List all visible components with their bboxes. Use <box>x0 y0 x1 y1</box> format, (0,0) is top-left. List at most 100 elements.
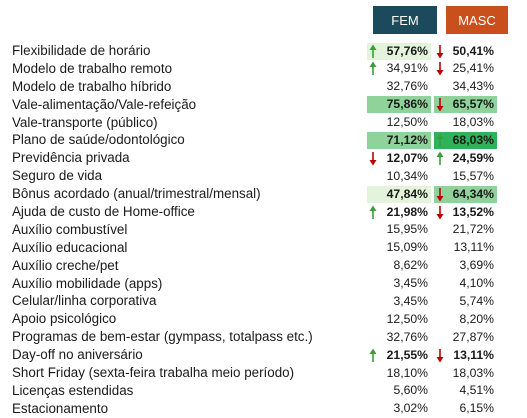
fem-value-cell: 57,76% <box>367 42 431 60</box>
fem-value-cell: 15,95% <box>367 221 431 238</box>
table-row: Programas de bem-estar (gympass, totalpa… <box>10 328 510 346</box>
masc-value: 13,11% <box>453 347 494 362</box>
table-row: Auxílio mobilidade (apps) 3,45% 4,10% <box>10 275 510 293</box>
arrow-up-icon <box>369 61 377 76</box>
arrow-up-icon <box>436 151 444 165</box>
fem-value-cell: 18,10% <box>367 365 431 382</box>
table-row: Plano de saúde/odontológico 71,12% 68,03% <box>10 131 510 149</box>
row-label: Auxílio combustível <box>12 221 128 237</box>
table-row: Vale-alimentação/Vale-refeição 75,86% 65,5… <box>10 96 510 114</box>
fem-value-cell: 12,50% <box>367 311 431 328</box>
arrow-down-icon <box>369 151 377 166</box>
masc-value-cell: 5,74% <box>434 293 497 310</box>
fem-value-cell: 21,55% <box>367 347 431 364</box>
masc-value-cell: 6,15% <box>434 400 497 417</box>
fem-value: 15,95% <box>386 222 428 237</box>
masc-value: 68,03% <box>452 132 494 147</box>
fem-value: 32,76% <box>386 79 428 94</box>
arrow-down-icon <box>436 187 444 202</box>
table-row: Short Friday (sexta-feira trabalha meio … <box>10 364 510 382</box>
fem-value: 32,76% <box>386 329 428 344</box>
table-row: Vale-transporte (público) 12,50% 18,03% <box>10 114 510 132</box>
fem-value: 21,98% <box>386 204 428 219</box>
row-label: Vale-transporte (público) <box>12 114 158 130</box>
masc-value-cell: 18,03% <box>434 114 497 131</box>
masc-value: 25,41% <box>452 61 494 76</box>
masc-value: 18,03% <box>452 115 494 130</box>
masc-value: 3,69% <box>459 258 494 273</box>
masc-value-cell: 65,57% <box>434 96 497 114</box>
fem-value-cell: 12,07% <box>367 150 431 167</box>
fem-value: 57,76% <box>386 43 428 58</box>
masc-value-cell: 21,72% <box>434 221 497 238</box>
masc-value: 13,52% <box>452 204 494 219</box>
fem-value: 12,07% <box>386 150 428 165</box>
fem-value-cell: 8,62% <box>367 257 431 274</box>
masc-value: 8,20% <box>459 311 494 326</box>
fem-value: 34,91% <box>386 61 428 76</box>
fem-value-cell: 21,98% <box>367 204 431 221</box>
masc-value-cell: 15,57% <box>434 168 497 185</box>
masc-column-header: MASC <box>446 6 508 34</box>
fem-value: 3,45% <box>393 276 428 291</box>
row-label: Seguro de vida <box>12 168 103 184</box>
masc-value-cell: 68,03% <box>434 131 497 149</box>
arrow-down-icon <box>436 348 444 363</box>
table-row: Modelo de trabalho híbrido 32,76% 34,43% <box>10 78 510 96</box>
fem-value: 71,12% <box>386 132 428 147</box>
masc-value: 64,34% <box>452 186 494 201</box>
table-row: Seguro de vida 10,34% 15,57% <box>10 167 510 185</box>
masc-value: 21,72% <box>452 222 494 237</box>
fem-value-cell: 5,60% <box>367 382 431 399</box>
row-label: Auxílio creche/pet <box>12 257 119 273</box>
fem-value: 12,50% <box>386 311 428 326</box>
masc-value-cell: 13,11% <box>434 239 497 256</box>
arrow-down-icon <box>436 44 444 58</box>
masc-value-cell: 50,41% <box>434 43 497 60</box>
masc-value-cell: 24,59% <box>434 150 497 167</box>
row-label: Estacionamento <box>12 400 109 416</box>
fem-value: 47,84% <box>386 186 428 201</box>
table-row: Auxílio creche/pet 8,62% 3,69% <box>10 257 510 275</box>
masc-value: 27,87% <box>452 329 494 344</box>
fem-value: 12,50% <box>386 115 428 130</box>
masc-value: 5,74% <box>459 293 494 308</box>
table-row: Auxílio educacional 15,09% 13,11% <box>10 239 510 257</box>
table-row: Bônus acordado (anual/trimestral/mensal)… <box>10 185 510 203</box>
fem-value: 8,62% <box>393 258 428 273</box>
masc-value: 4,51% <box>459 383 494 398</box>
row-label: Plano de saúde/odontológico <box>12 132 185 148</box>
masc-value: 4,10% <box>459 276 494 291</box>
arrow-down-icon <box>436 62 444 76</box>
fem-value: 10,34% <box>386 168 428 183</box>
fem-value: 3,02% <box>393 401 428 416</box>
table-row: Celular/linha corporativa 3,45% 5,74% <box>10 292 510 310</box>
masc-value-cell: 13,52% <box>434 204 497 221</box>
row-label: Previdência privada <box>12 150 130 166</box>
masc-value-cell: 8,20% <box>434 311 497 328</box>
fem-value: 75,86% <box>386 97 428 112</box>
fem-value-cell: 3,45% <box>367 275 431 292</box>
masc-value-cell: 18,03% <box>434 365 497 382</box>
row-label: Flexibilidade de horário <box>12 43 151 58</box>
fem-value-cell: 3,45% <box>367 293 431 310</box>
fem-value-cell: 32,76% <box>367 329 431 346</box>
masc-value-cell: 4,51% <box>434 382 497 399</box>
masc-value-cell: 34,43% <box>434 78 497 95</box>
table-row: Licenças estendidas 5,60% 4,51% <box>10 382 510 400</box>
arrow-up-icon <box>369 44 377 58</box>
fem-value-cell: 75,86% <box>367 96 431 114</box>
masc-value-cell: 4,10% <box>434 275 497 292</box>
fem-value-cell: 32,76% <box>367 78 431 95</box>
row-label: Apoio psicológico <box>12 311 117 327</box>
masc-value: 13,11% <box>453 240 494 255</box>
arrow-down-icon <box>436 205 444 220</box>
fem-column-header: FEM <box>373 6 437 34</box>
row-label: Celular/linha corporativa <box>12 293 157 309</box>
fem-value-cell: 10,34% <box>367 168 431 185</box>
table-row: Previdência privada 12,07% 24,59% <box>10 149 510 167</box>
table-row: Ajuda de custo de Home-office 21,98% 13,52… <box>10 203 510 221</box>
table-row: Auxílio combustível 15,95% 21,72% <box>10 221 510 239</box>
masc-value: 24,59% <box>452 150 494 165</box>
fem-value: 5,60% <box>393 383 428 398</box>
